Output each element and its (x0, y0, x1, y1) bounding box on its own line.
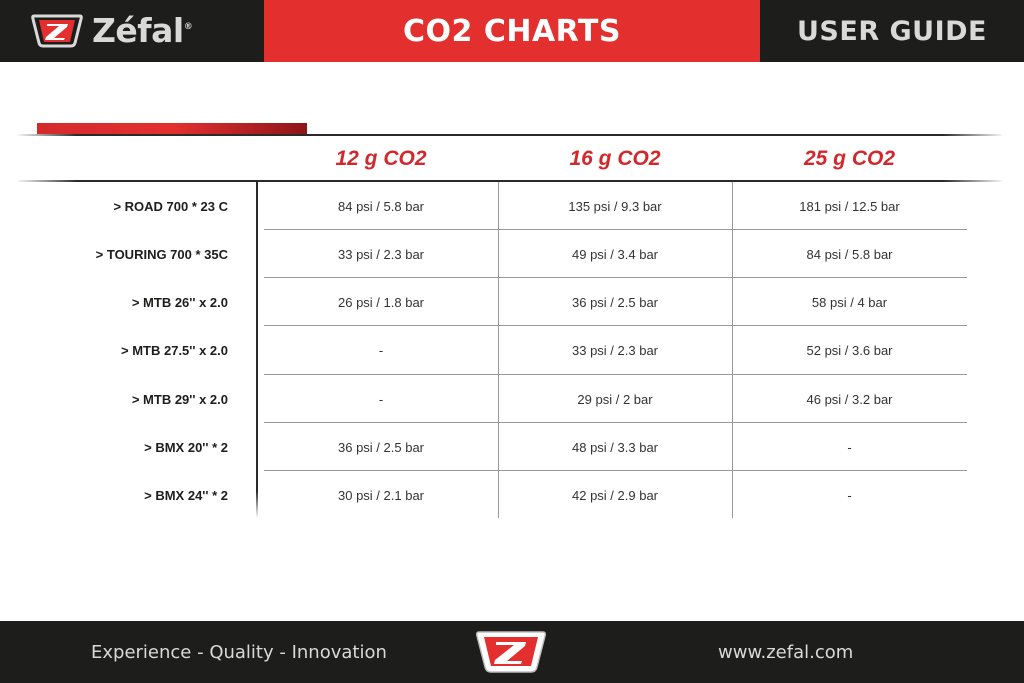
footer-website: www.zefal.com (718, 641, 854, 663)
row-divider (264, 422, 967, 423)
table-cell: 42 psi / 2.9 bar (572, 487, 658, 503)
row-label-mtb-27-5: > MTB 27.5'' x 2.0 (121, 342, 228, 358)
table-cell: 36 psi / 2.5 bar (338, 439, 424, 455)
row-divider (264, 325, 967, 326)
row-divider (264, 229, 967, 230)
title-block: CO2 CHARTS (264, 0, 760, 62)
column-divider (732, 182, 733, 518)
row-label-mtb-29: > MTB 29'' x 2.0 (131, 391, 228, 407)
footer-logo (474, 629, 548, 680)
row-divider (264, 470, 967, 471)
row-label-road: > ROAD 700 * 23 C (113, 198, 228, 214)
header-rule (18, 180, 1002, 182)
page-title: CO2 CHARTS (402, 13, 621, 49)
top-rule (18, 134, 1002, 136)
table-cell: 84 psi / 5.8 bar (338, 198, 424, 214)
column-header-12g: 12 g CO2 (335, 147, 427, 170)
row-divider (264, 374, 967, 375)
table-cell: 52 psi / 3.6 bar (806, 342, 893, 358)
header-bar: Zéfal® CO2 CHARTS USER GUIDE (0, 0, 1024, 62)
column-header-25g: 25 g CO2 (803, 147, 896, 170)
table-cell: 48 psi / 3.3 bar (572, 439, 658, 455)
table-cell: 36 psi / 2.5 bar (572, 294, 658, 310)
table-cell: 135 psi / 9.3 bar (568, 198, 662, 214)
zefal-z-shield-icon (476, 631, 546, 673)
table-cell: 58 psi / 4 bar (811, 294, 888, 310)
row-label-bmx-20: > BMX 20'' * 2 (144, 439, 228, 455)
table-cell: 46 psi / 3.2 bar (806, 391, 893, 407)
row-divider (264, 277, 967, 278)
table-cell: 181 psi / 12.5 bar (799, 198, 900, 214)
user-guide-label: USER GUIDE (797, 15, 987, 47)
footer-bar: Experience - Quality - Innovation www.ze… (0, 621, 1024, 683)
row-label-touring: > TOURING 700 * 35C (95, 246, 228, 262)
label-column-divider (256, 182, 258, 518)
table-cell: 33 psi / 2.3 bar (572, 342, 658, 358)
table-cell: - (847, 439, 852, 455)
table-cell: - (378, 342, 384, 358)
brand-name: Zéfal® (92, 11, 193, 50)
table-cell: 29 psi / 2 bar (577, 391, 653, 407)
footer-slogan: Experience - Quality - Innovation (91, 641, 387, 663)
red-accent-bar (37, 123, 307, 134)
column-header-16g: 16 g CO2 (569, 147, 661, 170)
table-cell: 84 psi / 5.8 bar (806, 246, 893, 262)
table-cell: - (847, 487, 852, 503)
registered-mark: ® (183, 22, 193, 32)
column-divider (498, 182, 499, 518)
row-label-mtb-26: > MTB 26'' x 2.0 (131, 294, 228, 310)
table-cell: 26 psi / 1.8 bar (338, 294, 424, 310)
zefal-z-shield-icon (31, 14, 83, 48)
table-cell: 30 psi / 2.1 bar (338, 487, 424, 503)
row-label-bmx-24: > BMX 24'' * 2 (144, 487, 228, 503)
brand-logo: Zéfal® (30, 11, 193, 50)
table-cell: 49 psi / 3.4 bar (572, 246, 658, 262)
table-cell: - (378, 391, 384, 407)
table-cell: 33 psi / 2.3 bar (338, 246, 424, 262)
